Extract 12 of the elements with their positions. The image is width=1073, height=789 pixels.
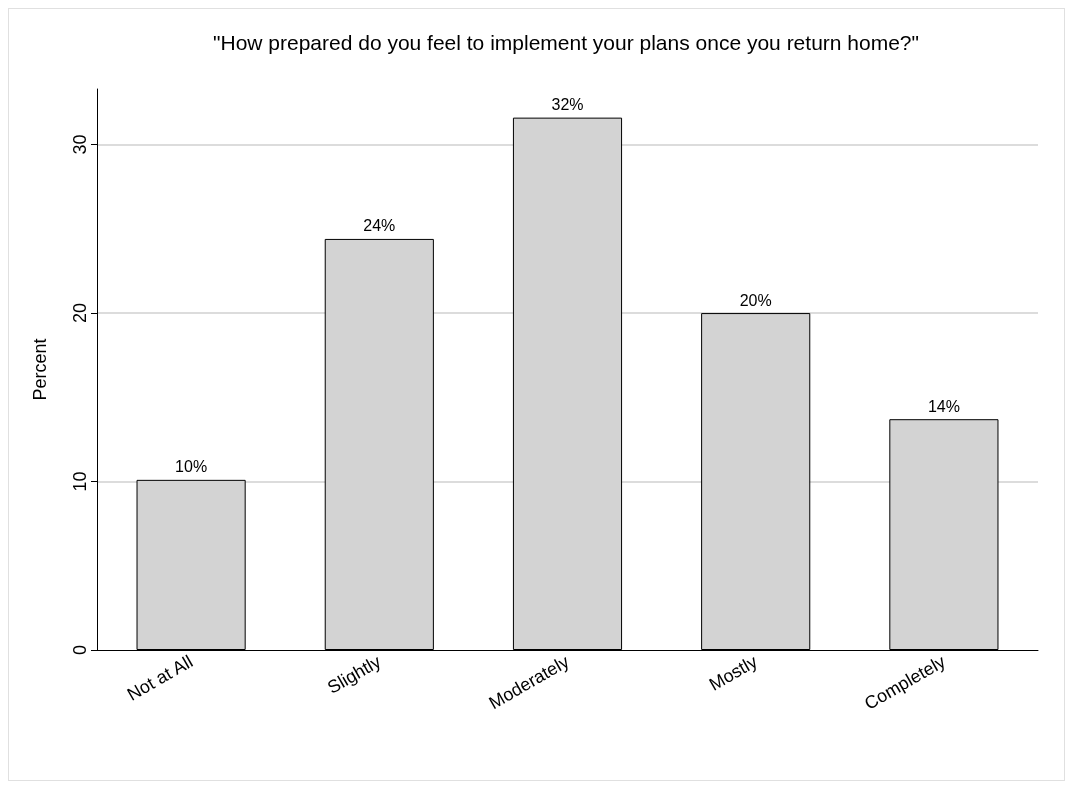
data-label: 14% (927, 397, 960, 415)
data-label: 10% (175, 458, 208, 476)
chart-title: "How prepared do you feel to implement your plans once you return home?" (213, 31, 919, 54)
y-tick-label: 10 (70, 471, 90, 492)
x-tick-label: Not at All (123, 651, 197, 705)
y-tick-label: 30 (70, 134, 90, 155)
data-label: 20% (739, 291, 772, 309)
data-label: 24% (363, 217, 396, 235)
y-axis-title: Percent (30, 338, 50, 401)
y-tick-label: 0 (70, 644, 90, 656)
data-label: 32% (551, 96, 584, 114)
y-tick-label: 20 (70, 303, 90, 324)
